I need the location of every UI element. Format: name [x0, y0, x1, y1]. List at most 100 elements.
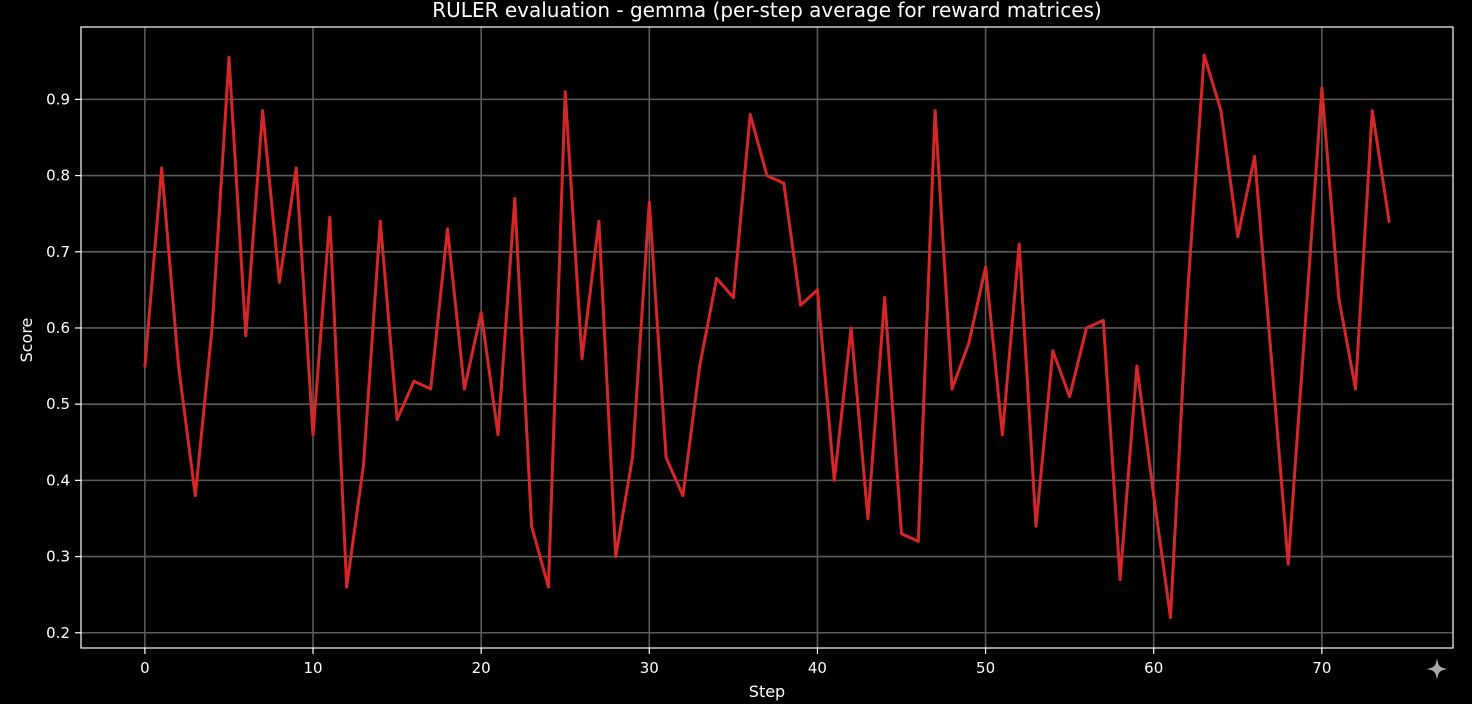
data-point: [446, 227, 450, 231]
data-point: [1101, 318, 1105, 322]
data-point: [950, 387, 954, 391]
data-point: [866, 516, 870, 520]
data-point: [1017, 242, 1021, 246]
data-point: [1185, 295, 1189, 299]
x-tick-label: 0: [140, 659, 150, 677]
data-point: [479, 311, 483, 315]
sparkle-icon: [1426, 658, 1448, 680]
data-point: [849, 326, 853, 330]
data-point: [984, 265, 988, 269]
data-point: [496, 433, 500, 437]
data-point: [900, 532, 904, 536]
data-point: [1202, 53, 1206, 57]
data-point: [1118, 577, 1122, 581]
data-point: [1370, 109, 1374, 113]
data-point: [799, 303, 803, 307]
data-point: [378, 219, 382, 223]
data-point: [361, 463, 365, 467]
data-point: [731, 295, 735, 299]
data-point: [748, 113, 752, 117]
data-point: [832, 478, 836, 482]
data-point: [513, 196, 517, 200]
x-tick-label: 40: [808, 659, 827, 677]
data-point: [1219, 109, 1223, 113]
y-tick-label: 0.5: [46, 395, 70, 413]
y-tick-label: 0.6: [46, 319, 70, 337]
data-point: [715, 276, 719, 280]
data-point: [193, 494, 197, 498]
data-point: [1303, 326, 1307, 330]
data-point: [210, 326, 214, 330]
data-point: [1068, 395, 1072, 399]
data-point: [1337, 295, 1341, 299]
x-axis-label: Step: [749, 682, 785, 701]
data-point: [1135, 364, 1139, 368]
data-point: [630, 456, 634, 460]
plot-frame: [80, 26, 1454, 649]
data-point: [647, 200, 651, 204]
data-point: [782, 181, 786, 185]
data-point: [1152, 494, 1156, 498]
data-point: [1236, 235, 1240, 239]
data-point: [277, 280, 281, 284]
data-point: [933, 109, 937, 113]
y-tick-label: 0.8: [46, 167, 70, 185]
data-point: [580, 356, 584, 360]
x-tick-label: 70: [1312, 659, 1331, 677]
data-point: [345, 585, 349, 589]
y-tick-label: 0.2: [46, 624, 70, 642]
data-series: [143, 53, 1391, 620]
data-point: [614, 555, 618, 559]
x-tick-label: 30: [640, 659, 659, 677]
data-point: [883, 295, 887, 299]
data-point: [1269, 356, 1273, 360]
y-tick-label: 0.9: [46, 90, 70, 108]
data-point: [227, 55, 231, 59]
data-point: [1387, 219, 1391, 223]
data-point: [412, 379, 416, 383]
data-point: [328, 215, 332, 219]
data-point: [311, 433, 315, 437]
data-point: [1286, 562, 1290, 566]
data-point: [1320, 86, 1324, 90]
chart-title: RULER evaluation - gemma (per-step avera…: [432, 0, 1101, 22]
data-point: [546, 585, 550, 589]
data-point: [1034, 524, 1038, 528]
x-tick-label: 60: [1144, 659, 1163, 677]
y-tick-label: 0.4: [46, 471, 70, 489]
y-axis-label: Score: [17, 318, 36, 363]
data-point: [815, 288, 819, 292]
data-point: [530, 524, 534, 528]
data-point: [597, 219, 601, 223]
data-point: [1084, 326, 1088, 330]
data-point: [698, 364, 702, 368]
data-point: [1353, 387, 1357, 391]
data-point: [664, 456, 668, 460]
data-point: [244, 334, 248, 338]
data-point: [1000, 433, 1004, 437]
data-point: [1051, 349, 1055, 353]
x-tick-label: 10: [303, 659, 322, 677]
data-point: [916, 539, 920, 543]
x-tick-label: 20: [472, 659, 491, 677]
data-point: [395, 417, 399, 421]
data-point: [1253, 155, 1257, 159]
data-point: [765, 174, 769, 178]
data-point: [160, 166, 164, 170]
data-point: [429, 387, 433, 391]
data-point: [563, 90, 567, 94]
data-point: [143, 364, 147, 368]
data-point: [681, 494, 685, 498]
data-point: [1169, 616, 1173, 620]
data-point: [462, 387, 466, 391]
y-tick-label: 0.3: [46, 548, 70, 566]
data-point: [967, 341, 971, 345]
data-point: [177, 364, 181, 368]
x-tick-label: 50: [976, 659, 995, 677]
y-tick-label: 0.7: [46, 243, 70, 261]
data-point: [294, 166, 298, 170]
data-point: [261, 109, 265, 113]
axis-ticks: 0 10 20 30 40 50 60 70 0.2 0.3 0.4 0.5 0.6 0.7 0.8 0.9: [46, 90, 1331, 677]
